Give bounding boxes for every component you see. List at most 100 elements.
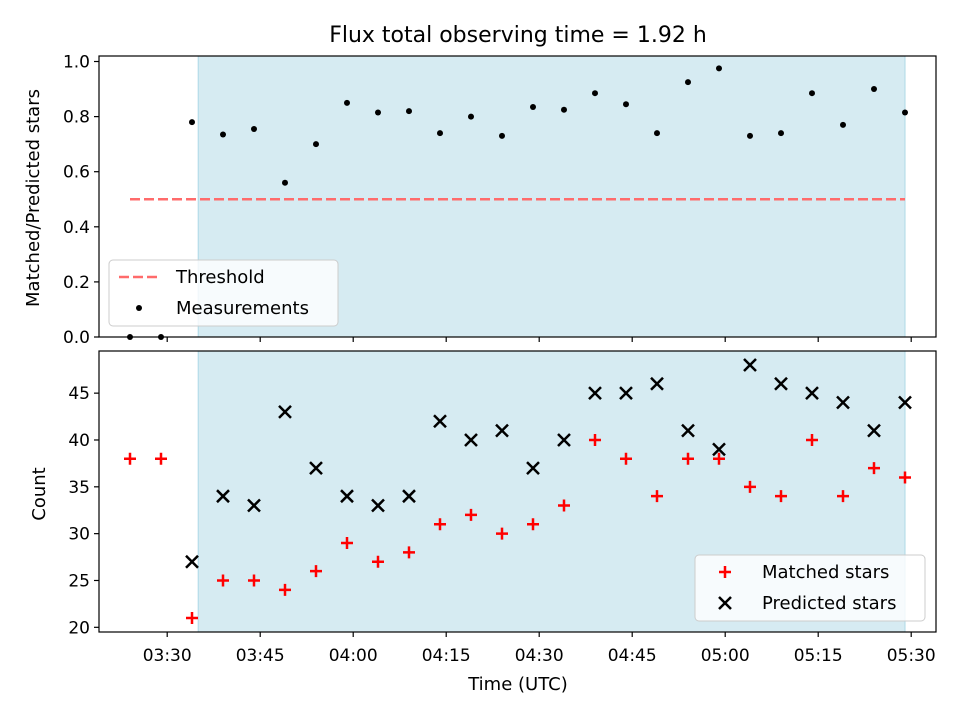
top-y-tick-label: 0.0 xyxy=(63,328,90,348)
matched-star-point xyxy=(620,452,632,465)
measurement-point xyxy=(592,90,598,97)
x-tick-label: 05:15 xyxy=(794,646,843,666)
predicted-star-point xyxy=(371,498,385,513)
measurement-point xyxy=(282,179,288,186)
predicted-star-point xyxy=(619,386,633,401)
measurement-point xyxy=(685,79,691,86)
measurement-point xyxy=(654,130,660,137)
top-legend-box xyxy=(108,259,339,327)
measurement-point xyxy=(716,65,722,72)
top-panel: 0.0 0.2 0.4 0.6 0.8 1.0 Threshold Measurements xyxy=(63,53,937,348)
top-y-tick-label: 0.6 xyxy=(63,163,90,183)
bottom-y-tick-label: 35 xyxy=(68,478,90,498)
matched-star-point xyxy=(403,546,415,559)
measurement-point xyxy=(778,130,784,137)
bottom-panel: 20 25 30 35 40 45 03:30 03:45 04:00 04:15 04:30 04:… xyxy=(68,350,937,666)
predicted-star-point xyxy=(867,423,881,438)
matched-star-point xyxy=(217,574,229,587)
matched-star-point xyxy=(775,490,787,503)
measurement-point xyxy=(561,106,567,113)
matched-star-point xyxy=(744,480,756,493)
x-tick-label: 05:30 xyxy=(887,646,936,666)
measurement-point xyxy=(747,132,753,139)
x-axis-label: Time (UTC) xyxy=(467,674,568,695)
chart-title: Flux total observing time = 1.92 h xyxy=(329,23,707,48)
bottom-y-tick-label: 25 xyxy=(68,571,90,591)
predicted-star-point xyxy=(743,358,757,372)
predicted-star-point xyxy=(836,395,850,410)
matched-star-point xyxy=(155,452,167,465)
predicted-star-point xyxy=(712,442,726,457)
top-y-tick-label: 0.4 xyxy=(63,218,90,238)
x-tick-label: 04:45 xyxy=(608,646,657,666)
measurement-point xyxy=(499,132,505,139)
bottom-legend-label: Matched stars xyxy=(762,562,889,583)
x-tick-label: 04:00 xyxy=(329,646,378,666)
matched-star-point xyxy=(682,452,694,465)
predicted-star-point xyxy=(402,489,416,504)
matched-star-point xyxy=(713,452,725,465)
matched-star-point xyxy=(868,462,880,475)
matched-star-point xyxy=(434,518,446,531)
matched-star-point xyxy=(310,565,322,578)
measurement-point xyxy=(406,108,412,115)
legend-measurement-swatch xyxy=(136,305,142,311)
measurement-point xyxy=(902,109,908,116)
matched-star-point xyxy=(341,537,353,550)
predicted-star-point xyxy=(309,461,323,475)
matched-star-point xyxy=(465,508,477,521)
predicted-star-point xyxy=(650,376,664,391)
x-tick-label: 04:30 xyxy=(515,646,564,666)
bottom-legend-label: Predicted stars xyxy=(762,593,896,614)
top-y-tick-label: 0.2 xyxy=(63,273,90,293)
bottom-y-tick-label: 30 xyxy=(68,525,90,545)
matched-star-point xyxy=(186,611,198,624)
measurement-point xyxy=(623,101,629,108)
measurement-point xyxy=(189,119,195,126)
predicted-star-point xyxy=(433,414,447,429)
matched-star-point xyxy=(372,555,384,568)
matched-star-point xyxy=(527,518,539,531)
measurement-point xyxy=(809,90,815,97)
matched-star-point xyxy=(279,583,291,596)
top-y-axis-label: Matched/Predicted stars xyxy=(23,89,44,307)
top-legend-label: Measurements xyxy=(176,298,309,319)
predicted-star-point xyxy=(247,498,261,513)
matched-star-point xyxy=(806,433,818,446)
legend-predicted-swatch xyxy=(718,596,732,610)
top-y-tick-label: 0.8 xyxy=(63,108,90,128)
measurement-point xyxy=(344,99,350,106)
x-tick-label: 04:15 xyxy=(422,646,471,666)
predicted-star-point xyxy=(464,433,478,447)
measurement-point xyxy=(840,121,846,128)
bottom-legend-box xyxy=(694,554,926,622)
predicted-star-point xyxy=(588,386,602,401)
measurement-point xyxy=(468,113,474,120)
matched-star-point xyxy=(496,527,508,540)
predicted-star-point xyxy=(681,423,695,438)
bottom-y-tick-label: 45 xyxy=(68,384,90,404)
predicted-star-point xyxy=(495,423,509,438)
predicted-star-point xyxy=(774,376,788,391)
bottom-axes-frame xyxy=(98,350,937,633)
measurement-point xyxy=(313,141,319,148)
top-axes-frame xyxy=(98,55,937,338)
bottom-y-axis-label: Count xyxy=(29,467,50,520)
matched-star-point xyxy=(837,490,849,503)
measurement-point xyxy=(437,130,443,137)
measurement-point xyxy=(871,86,877,93)
bottom-y-tick-label: 40 xyxy=(68,431,90,451)
measurement-point xyxy=(220,131,226,138)
bottom-y-tick-label: 20 xyxy=(68,618,90,638)
x-tick-label: 03:45 xyxy=(236,646,285,666)
legend-matched-swatch xyxy=(719,566,731,578)
matched-star-point xyxy=(899,471,911,484)
matched-star-point xyxy=(589,433,601,446)
matched-star-point xyxy=(124,452,136,465)
predicted-star-point xyxy=(216,489,230,504)
predicted-star-point xyxy=(185,554,199,569)
predicted-star-point xyxy=(278,404,292,419)
predicted-star-point xyxy=(805,386,819,401)
predicted-star-point xyxy=(557,433,571,447)
